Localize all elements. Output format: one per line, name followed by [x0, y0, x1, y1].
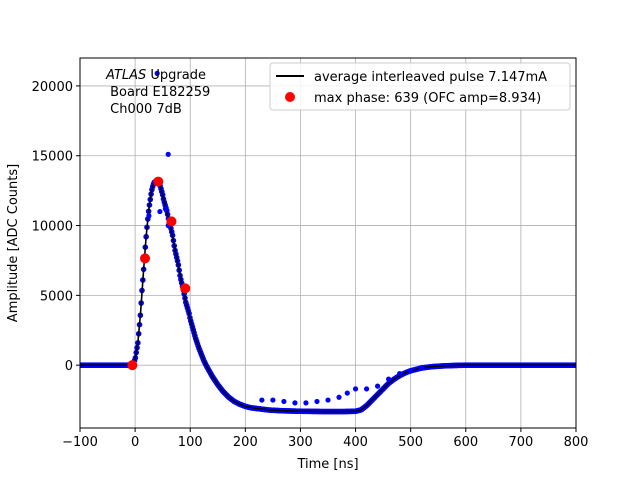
x-tick-label-5: 400: [343, 435, 368, 450]
outlier-sample-point: [408, 368, 414, 374]
outlier-sample-point: [314, 398, 320, 405]
outlier-sample-point: [270, 397, 276, 403]
outlier-sample-point: [165, 151, 171, 157]
outlier-sample-point: [162, 206, 169, 212]
annotation-line2: Board E182259: [106, 85, 210, 100]
y-tick-label-0: 0: [65, 359, 73, 374]
outlier-sample-point: [386, 376, 392, 382]
annotation-line1: Upgrade: [146, 68, 206, 83]
x-axis-label: Time [ns]: [296, 457, 358, 472]
axes-frame: [79, 57, 577, 429]
outlier-sample-point: [157, 208, 163, 215]
max-phase-point: [140, 253, 151, 264]
x-tick-label-6: 500: [398, 435, 423, 450]
y-tick-label-2: 10000: [32, 220, 73, 235]
x-tick-label-3: 200: [233, 435, 258, 450]
outlier-sample-point: [259, 397, 265, 403]
outlier-sample-point: [344, 390, 350, 396]
x-tick-label-4: 300: [288, 435, 313, 450]
outlier-sample-point: [303, 400, 309, 406]
x-tick-label-2: 100: [178, 435, 203, 450]
outlier-sample-point: [146, 213, 152, 219]
y-tick-label-4: 20000: [32, 80, 73, 95]
outlier-sample-point: [292, 400, 298, 406]
x-tick-label-7: 600: [453, 435, 478, 450]
svg-text:ATLAS Upgrade: ATLAS Upgrade: [105, 68, 206, 83]
atlas-annotation: ATLAS Upgrade Board E182259 Ch000 7dB: [105, 68, 210, 117]
x-tick-label-9: 800: [564, 435, 589, 450]
annotation-line3: Ch000 7dB: [106, 102, 182, 117]
outlier-sample-point: [375, 383, 381, 389]
legend-label-average: average interleaved pulse 7.147mA: [314, 70, 547, 85]
outlier-sample-point: [397, 370, 403, 377]
axis-ticks: −100 0 100 200 300 400 500 600 700 800 0 5000 10000 1…: [32, 80, 589, 450]
legend-marker-swatch: [285, 92, 295, 102]
x-tick-label-8: 700: [508, 435, 533, 450]
outlier-sample-point: [325, 397, 331, 403]
atlas-brand: ATLAS: [105, 68, 146, 83]
legend-box: [269, 62, 571, 111]
outlier-sample-point: [352, 386, 359, 392]
y-tick-label-1: 5000: [40, 289, 73, 304]
outlier-sample-point: [419, 365, 425, 371]
legend-label-max-phase: max phase: 639 (OFC amp=8.934): [314, 91, 541, 106]
y-axis-label: Amplitude [ADC Counts]: [6, 164, 21, 322]
outlier-sample-point: [336, 394, 342, 400]
outlier-sample-point: [154, 70, 160, 76]
legend: average interleaved pulse 7.147mA max ph…: [269, 62, 571, 111]
max-phase-point: [153, 176, 164, 187]
max-phase-point: [127, 360, 138, 371]
outlier-sample-point: [281, 398, 287, 405]
max-phase-point: [180, 283, 191, 294]
outlier-sample-point: [363, 386, 370, 392]
x-tick-label-1: 0: [131, 435, 139, 450]
y-tick-label-3: 15000: [32, 150, 73, 165]
max-phase-point: [166, 216, 177, 227]
plot-area: [80, 70, 576, 415]
x-tick-label-0: −100: [62, 435, 98, 450]
